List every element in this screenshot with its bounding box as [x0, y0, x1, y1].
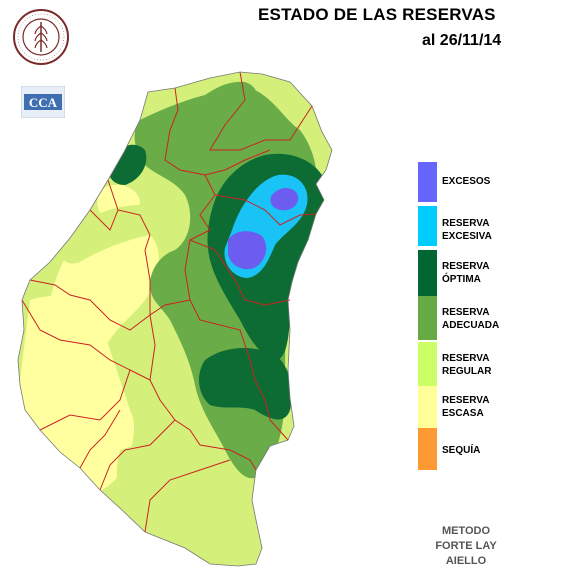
cca-logo: CCA	[21, 86, 65, 118]
zone-excesos	[270, 187, 299, 211]
legend-label: RESERVA REGULAR	[442, 353, 492, 377]
method-note: METODO FORTE LAY AIELLO	[435, 525, 497, 567]
legend-item-excesiva: RESERVA EXCESIVA	[418, 206, 558, 246]
map-title: ESTADO DE LAS RESERVAS	[258, 5, 496, 24]
zone-escasa-interior	[39, 227, 160, 483]
legend-label: RESERVA EXCESIVA	[442, 218, 492, 242]
legend-item-adecuada: RESERVA ADECUADA	[418, 296, 558, 340]
legend-item-escasa: RESERVA ESCASA	[418, 386, 558, 430]
legend-swatch	[418, 250, 437, 296]
bolsa-cereales-seal-logo	[13, 9, 69, 65]
legend-swatch	[418, 386, 437, 430]
legend-label: RESERVA ÓPTIMA	[442, 261, 490, 285]
legend-swatch	[418, 162, 437, 202]
legend-label: EXCESOS	[442, 176, 491, 187]
legend-item-sequia: SEQUÍA	[418, 428, 558, 470]
department-borders	[21, 71, 317, 533]
legend-swatch	[418, 428, 437, 470]
legend-item-optima: RESERVA ÓPTIMA	[418, 250, 558, 296]
legend-swatch	[418, 342, 437, 386]
legend-swatch	[418, 296, 437, 340]
legend-label: RESERVA ESCASA	[442, 395, 490, 419]
legend-label: SEQUÍA	[442, 445, 481, 456]
legend-item-excesos: EXCESOS	[418, 162, 558, 202]
map-date: al 26/11/14	[422, 32, 502, 49]
cca-logo-text: CCA	[29, 95, 58, 110]
legend-swatch	[418, 206, 437, 246]
legend-label: RESERVA ADECUADA	[442, 307, 500, 331]
legend-item-regular: RESERVA REGULAR	[418, 342, 558, 386]
